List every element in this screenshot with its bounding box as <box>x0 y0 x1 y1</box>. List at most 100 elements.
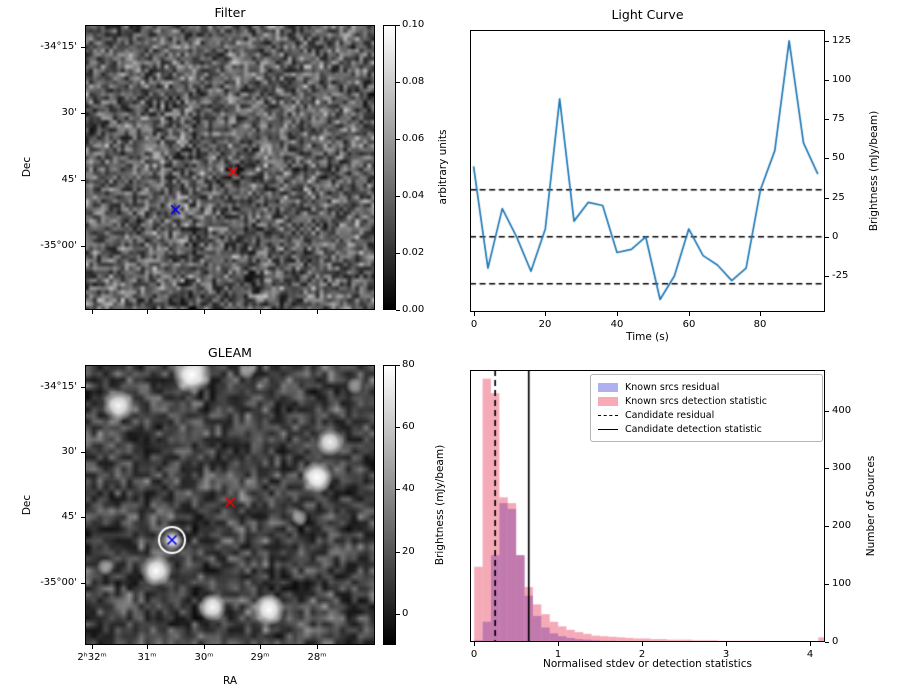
light-curve-xtick-label: 80 <box>753 319 767 330</box>
light-curve-ytick-label: -25 <box>832 270 849 281</box>
legend-item: Candidate detection statistic <box>598 422 815 436</box>
histogram-ytick-mark <box>825 584 829 585</box>
filter-colorbar-tick-mark <box>396 139 400 140</box>
gleam-xlabel: RA <box>222 675 238 687</box>
light-curve-ytick-label: 25 <box>832 192 845 203</box>
histogram-xtick-mark <box>558 642 559 646</box>
gleam-title: GLEAM <box>208 345 252 360</box>
histogram-xtick-label: 1 <box>554 649 562 660</box>
legend-item: Known srcs detection statistic <box>598 394 815 408</box>
light-curve-ytick-mark <box>825 158 829 159</box>
histogram-xtick-label: 0 <box>470 649 478 660</box>
filter-colorbar-tick-label: 0.02 <box>402 247 425 258</box>
light-curve-xtick-label: 60 <box>682 319 696 330</box>
histogram-xtick-mark <box>810 642 811 646</box>
legend-item: Known srcs residual <box>598 380 815 394</box>
light-curve-xtick-mark <box>474 312 475 316</box>
legend-label: Known srcs residual <box>625 381 720 393</box>
gleam-xtick-mark <box>92 645 93 649</box>
light-curve-xlabel: Time (s) <box>626 331 669 343</box>
histogram-xlabel: Normalised stdev or detection statistics <box>543 658 752 670</box>
gleam-colorbar-tick-label: 0 <box>402 608 409 619</box>
gleam-ytick-label: 30' <box>61 446 77 457</box>
gleam-ytick-label: -35°00' <box>40 577 77 588</box>
light-curve-ytick-mark <box>825 119 829 120</box>
filter-title: Filter <box>214 5 246 20</box>
legend-label: Candidate residual <box>625 409 715 421</box>
light-curve-xtick-mark <box>617 312 618 316</box>
histogram-ytick-mark <box>825 526 829 527</box>
histogram-xtick-label: 2 <box>638 649 646 660</box>
filter-ytick-label: 45' <box>61 174 77 185</box>
filter-colorbar-tick-label: 0.00 <box>402 304 425 315</box>
gleam-xtick-label: 31ᵐ <box>137 652 157 663</box>
light-curve-xtick-mark <box>760 312 761 316</box>
filter-ytick-label: -35°00' <box>40 240 77 251</box>
gleam-colorbar-label: Brightness (mJy/beam) <box>434 444 446 566</box>
filter-colorbar-tick-label: 0.08 <box>402 76 425 87</box>
legend-label: Candidate detection statistic <box>625 423 762 435</box>
light-curve-xtick-mark <box>545 312 546 316</box>
filter-ytick-mark <box>81 180 85 181</box>
gleam-colorbar <box>383 365 396 645</box>
light-curve-title: Light Curve <box>611 7 684 22</box>
light-curve-xtick-label: 20 <box>538 319 552 330</box>
filter-colorbar-tick-label: 0.10 <box>402 19 425 30</box>
gleam-colorbar-tick-label: 20 <box>402 546 415 557</box>
light-curve-plot <box>470 30 825 312</box>
filter-xtick-mark <box>260 310 261 314</box>
light-curve-xtick-label: 0 <box>470 319 478 330</box>
filter-colorbar-tick-mark <box>396 310 400 311</box>
legend-line-dashed <box>598 414 618 416</box>
legend-patch <box>598 396 618 406</box>
legend-label: Known srcs detection statistic <box>625 395 767 407</box>
gleam-colorbar-tick-label: 80 <box>402 359 415 370</box>
gleam-colorbar-tick-label: 60 <box>402 421 415 432</box>
gleam-xtick-mark <box>204 645 205 649</box>
histogram-legend: Known srcs residual Known srcs detection … <box>590 374 823 442</box>
filter-xtick-mark <box>92 310 93 314</box>
gleam-xtick-mark <box>147 645 148 649</box>
histogram-xtick-label: 4 <box>806 649 814 660</box>
light-curve-ytick-mark <box>825 276 829 277</box>
light-curve-ytick-label: 0 <box>832 231 839 242</box>
gleam-xtick-label: 2ʰ32ᵐ <box>77 652 107 663</box>
light-curve-xtick-label: 40 <box>610 319 624 330</box>
light-curve-ytick-mark <box>825 41 829 42</box>
legend-patch <box>598 382 618 392</box>
histogram-ytick-mark <box>825 468 829 469</box>
gleam-colorbar-tick-mark <box>396 427 400 428</box>
gleam-colorbar-tick-mark <box>396 365 400 366</box>
filter-colorbar-tick-mark <box>396 196 400 197</box>
filter-colorbar-tick-mark <box>396 82 400 83</box>
filter-colorbar-tick-mark <box>396 253 400 254</box>
histogram-ytick-label: 400 <box>832 405 852 416</box>
light-curve-ytick-label: 100 <box>832 74 852 85</box>
histogram-ylabel: Number of Sources <box>865 455 877 557</box>
legend-item: Candidate residual <box>598 408 815 422</box>
filter-colorbar-tick-label: 0.04 <box>402 190 425 201</box>
filter-colorbar-label: arbitrary units <box>437 129 449 205</box>
filter-ytick-mark <box>81 113 85 114</box>
histogram-ytick-label: 100 <box>832 578 852 589</box>
gleam-ytick-mark <box>81 583 85 584</box>
histogram-xtick-mark <box>726 642 727 646</box>
gleam-ytick-label: -34°15' <box>40 381 77 392</box>
histogram-xtick-mark <box>642 642 643 646</box>
gleam-xtick-mark <box>260 645 261 649</box>
gleam-xtick-label: 30ᵐ <box>194 652 214 663</box>
filter-colorbar-tick-mark <box>396 25 400 26</box>
light-curve-ytick-label: 125 <box>832 35 852 46</box>
gleam-ytick-label: 45' <box>61 511 77 522</box>
gleam-xtick-label: 29ᵐ <box>250 652 270 663</box>
filter-ytick-label: -34°15' <box>40 41 77 52</box>
gleam-ytick-mark <box>81 452 85 453</box>
gleam-sky-image <box>85 365 375 645</box>
filter-xtick-mark <box>204 310 205 314</box>
gleam-xtick-label: 28ᵐ <box>307 652 327 663</box>
filter-xtick-mark <box>317 310 318 314</box>
gleam-ytick-mark <box>81 517 85 518</box>
gleam-colorbar-tick-label: 40 <box>402 483 415 494</box>
filter-colorbar <box>383 25 396 310</box>
